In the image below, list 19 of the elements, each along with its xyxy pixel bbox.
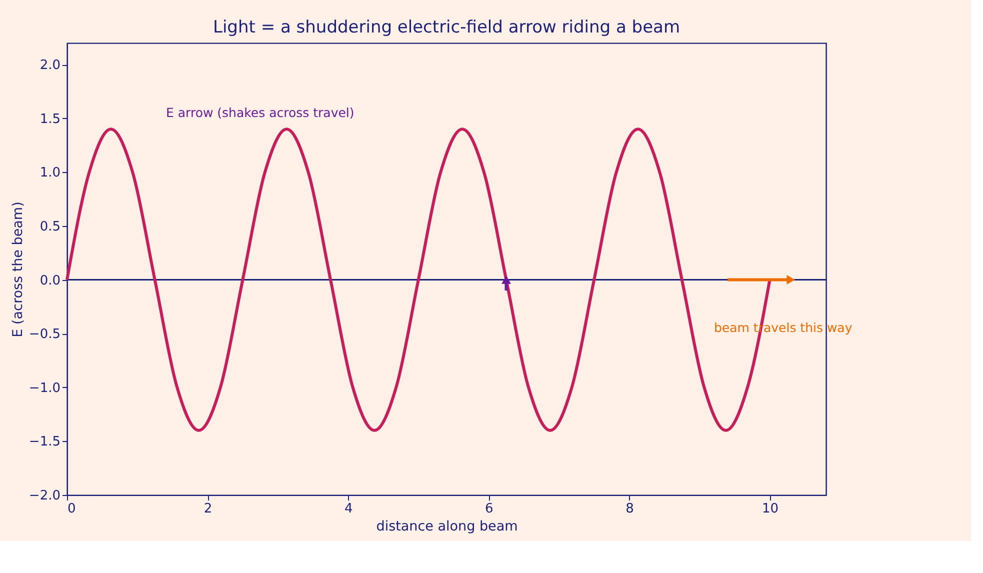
x-tick-label: 6 <box>485 502 494 516</box>
x-tick-label: 2 <box>204 502 212 516</box>
y-tick-label: −0.5 <box>28 327 60 342</box>
x-tick-label: 4 <box>344 502 353 516</box>
x-axis-title: distance along beam <box>376 518 518 534</box>
y-tick-label: −2.0 <box>28 488 60 504</box>
y-tick-label: 2.0 <box>40 58 60 74</box>
y-axis-title: E (across the beam) <box>10 202 26 338</box>
x-tick-label: 8 <box>626 502 634 516</box>
x-tick-label: 10 <box>762 502 779 516</box>
y-tick-label: 1.0 <box>40 166 60 181</box>
y-tick-label: 1.5 <box>40 112 60 127</box>
y-tick-label: −1.5 <box>28 434 60 450</box>
annotation: E arrow (shakes across travel) <box>166 105 354 120</box>
chart-title: Light = a shuddering electric-field arrow riding a beam <box>212 17 680 38</box>
y-tick-label: 0.0 <box>40 273 60 288</box>
y-tick-label: −1.0 <box>28 380 60 396</box>
y-tick-label: 0.5 <box>40 219 60 234</box>
x-tick-label: 0 <box>68 502 76 516</box>
